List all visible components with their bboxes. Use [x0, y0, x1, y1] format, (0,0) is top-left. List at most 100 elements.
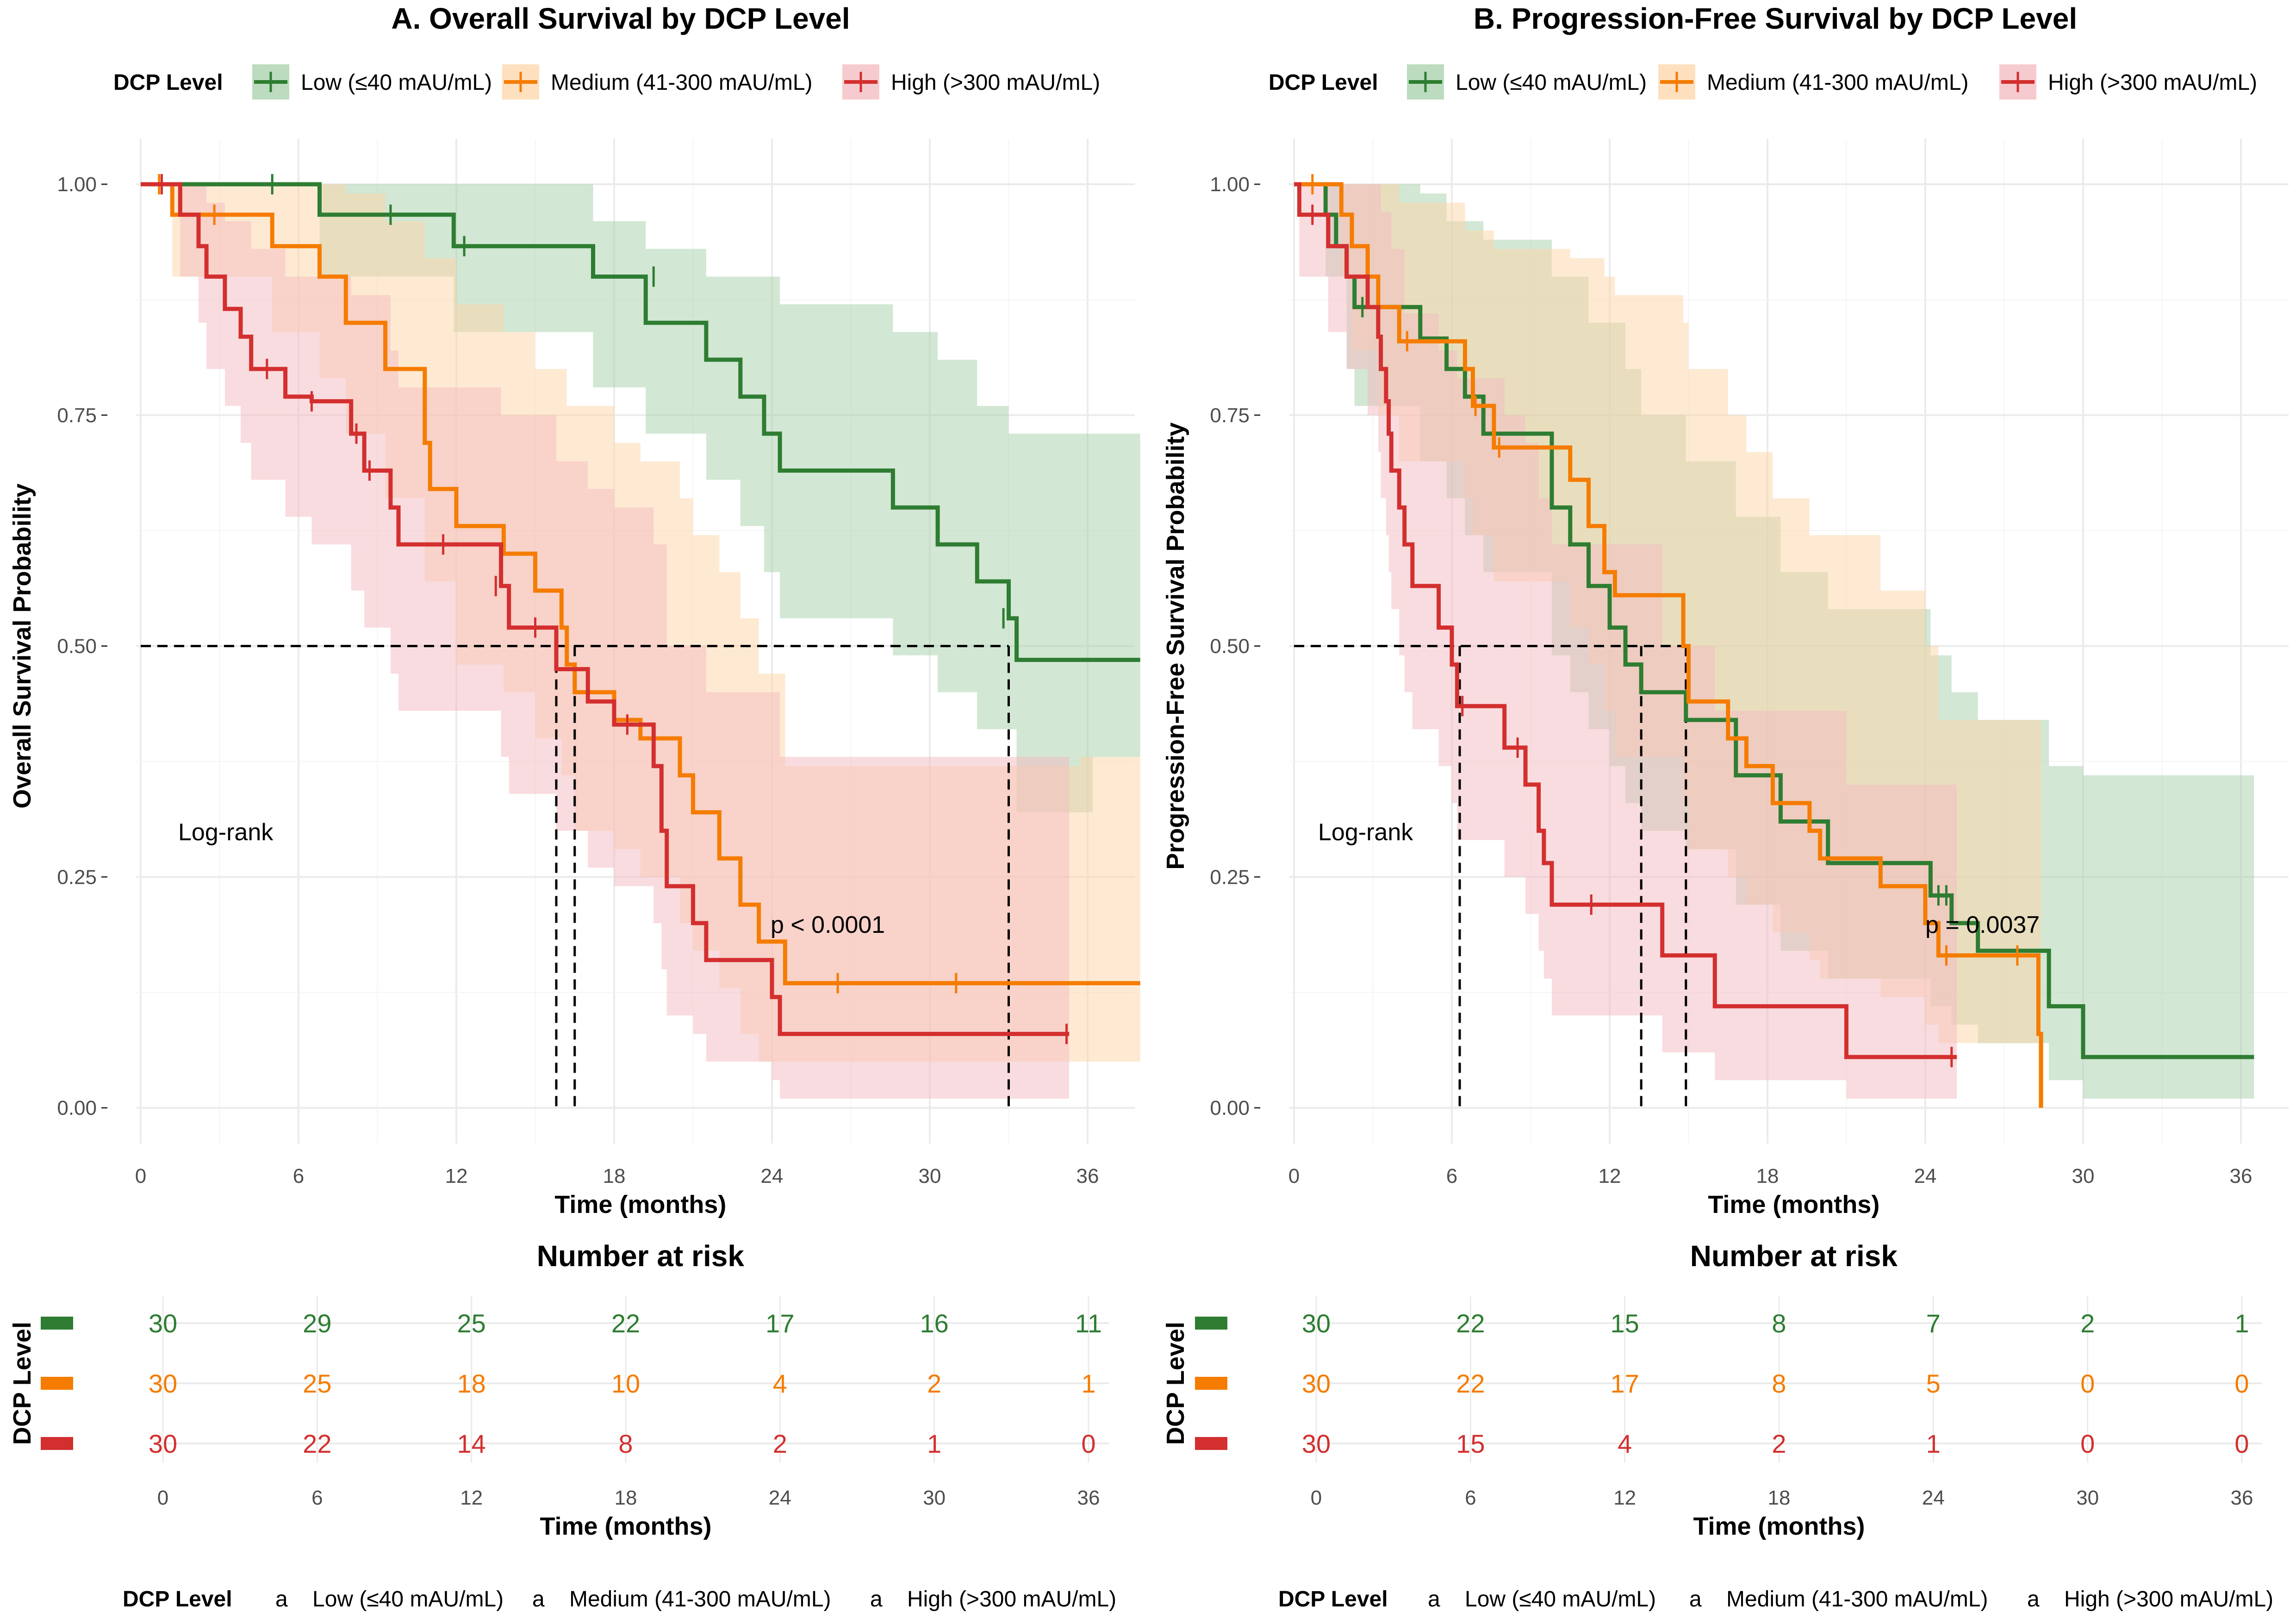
risk-count: 30: [1302, 1369, 1331, 1398]
risk-row-key: [1195, 1437, 1227, 1450]
y-tick-label: 0.00: [1210, 1097, 1250, 1119]
bottom-legend-title: DCP Level: [123, 1587, 232, 1612]
top-legend: DCP Level Low (≤40 mAU/mL) Medium (41-300 …: [113, 64, 1100, 100]
bottom-legend-key: a: [532, 1587, 545, 1612]
survival-curve: [141, 182, 1140, 986]
risk-count: 4: [773, 1369, 787, 1398]
risk-row-key: [41, 1377, 73, 1390]
risk-count: 0: [2080, 1429, 2095, 1458]
risk-count: 7: [1926, 1309, 1941, 1338]
risk-count: 29: [303, 1309, 331, 1338]
risk-table: Number at risk 30 22 15 8 7 2 1 30 22 17 8 5 0 0 30 15 4 2…: [1162, 1239, 2262, 1540]
risk-x-tick-label: 36: [2231, 1487, 2253, 1509]
survival-curve: [141, 182, 1140, 662]
bottom-legend-label: Low (≤40 mAU/mL): [1465, 1587, 1656, 1612]
legend-label: High (>300 mAU/mL): [891, 70, 1100, 95]
y-tick-label: 0.25: [57, 866, 97, 888]
risk-count: 25: [457, 1309, 486, 1338]
risk-count: 0: [1081, 1429, 1095, 1458]
risk-x-tick-label: 0: [1311, 1487, 1322, 1509]
x-tick-label: 6: [293, 1165, 304, 1187]
x-tick-label: 36: [2230, 1165, 2252, 1187]
risk-count: 0: [2234, 1369, 2249, 1398]
risk-count: 25: [303, 1369, 331, 1398]
risk-x-tick-label: 12: [1613, 1487, 1636, 1509]
x-tick-label: 36: [1076, 1165, 1099, 1187]
legend-label: Low (≤40 mAU/mL): [1456, 70, 1647, 95]
risk-count: 17: [1611, 1369, 1639, 1398]
chart-panel-a: A. Overall Survival by DCP Level DCP Leve…: [8, 2, 1140, 1612]
log-rank-label: Log-rank: [178, 819, 274, 846]
x-tick-label: 18: [603, 1165, 626, 1187]
risk-x-tick-label: 36: [1077, 1487, 1100, 1509]
risk-count: 8: [618, 1429, 633, 1458]
x-tick-label: 12: [445, 1165, 468, 1187]
risk-x-tick-label: 12: [460, 1487, 483, 1509]
bottom-legend-key: a: [275, 1587, 288, 1612]
risk-count: 30: [1302, 1429, 1331, 1458]
risk-table-title: Number at risk: [1690, 1239, 1898, 1273]
legend-title: DCP Level: [1269, 70, 1378, 95]
risk-count: 15: [1611, 1309, 1639, 1338]
risk-count: 1: [927, 1429, 941, 1458]
risk-count: 0: [2080, 1369, 2095, 1398]
risk-count: 22: [1456, 1309, 1485, 1338]
bottom-legend-label: Medium (41-300 mAU/mL): [569, 1587, 831, 1612]
bottom-legend-label: High (>300 mAU/mL): [2064, 1587, 2273, 1612]
risk-x-tick-label: 6: [311, 1487, 323, 1509]
bottom-legend-label: Medium (41-300 mAU/mL): [1726, 1587, 1988, 1612]
risk-count: 17: [765, 1309, 794, 1338]
risk-count: 8: [1772, 1309, 1786, 1338]
risk-y-axis-label: DCP Level: [1162, 1322, 1189, 1445]
risk-x-tick-label: 30: [923, 1487, 946, 1509]
x-axis-label: Time (months): [1708, 1191, 1879, 1218]
risk-count: 5: [1926, 1369, 1941, 1398]
chart-panel-b: B. Progression-Free Survival by DCP Leve…: [1162, 2, 2289, 1612]
x-tick-label: 0: [1288, 1165, 1300, 1187]
bottom-legend-label: Low (≤40 mAU/mL): [312, 1587, 504, 1612]
y-tick-label: 0.75: [57, 404, 97, 427]
risk-count: 2: [773, 1429, 787, 1458]
y-tick-label: 1.00: [1210, 173, 1250, 196]
risk-count: 15: [1456, 1429, 1485, 1458]
risk-count: 30: [1302, 1309, 1331, 1338]
risk-count: 14: [457, 1429, 486, 1458]
risk-count: 1: [1926, 1429, 1941, 1458]
risk-x-tick-label: 24: [1922, 1487, 1945, 1509]
risk-x-tick-label: 18: [615, 1487, 637, 1509]
risk-x-tick-label: 18: [1768, 1487, 1791, 1509]
bottom-legend-label: High (>300 mAU/mL): [907, 1587, 1116, 1612]
risk-x-axis-label: Time (months): [540, 1512, 711, 1540]
x-tick-label: 24: [761, 1165, 784, 1187]
y-axis-label: Overall Survival Probability: [8, 483, 36, 808]
risk-x-tick-label: 0: [157, 1487, 168, 1509]
risk-count: 8: [1772, 1369, 1786, 1398]
x-tick-label: 12: [1599, 1165, 1621, 1187]
risk-row-key: [41, 1437, 73, 1450]
risk-count: 2: [1772, 1429, 1786, 1458]
x-tick-label: 30: [2072, 1165, 2095, 1187]
x-tick-label: 6: [1446, 1165, 1457, 1187]
y-axis-label: Progression-Free Survival Probability: [1162, 422, 1189, 869]
median-lines: [1294, 645, 1687, 1108]
risk-count: 4: [1618, 1429, 1632, 1458]
risk-count: 11: [1075, 1309, 1102, 1338]
risk-row-key: [1195, 1317, 1227, 1330]
legend-label: Medium (41-300 mAU/mL): [1707, 70, 1969, 95]
chart-title: B. Progression-Free Survival by DCP Leve…: [1474, 2, 2077, 35]
bottom-legend: DCP Level a Low (≤40 mAU/mL) a Medium (41-30…: [123, 1587, 1116, 1612]
log-rank-label: Log-rank: [1318, 819, 1413, 846]
risk-y-axis-label: DCP Level: [8, 1322, 36, 1445]
bottom-legend-key: a: [1428, 1587, 1440, 1612]
risk-x-tick-label: 24: [769, 1487, 791, 1509]
legend-title: DCP Level: [113, 70, 223, 95]
x-axis-label: Time (months): [554, 1191, 726, 1218]
risk-count: 22: [303, 1429, 331, 1458]
y-tick-label: 0.50: [1210, 635, 1250, 658]
y-tick-label: 1.00: [57, 173, 97, 196]
risk-count: 1: [2234, 1309, 2249, 1338]
legend-label: High (>300 mAU/mL): [2048, 70, 2257, 95]
y-tick-label: 0.50: [57, 635, 97, 658]
